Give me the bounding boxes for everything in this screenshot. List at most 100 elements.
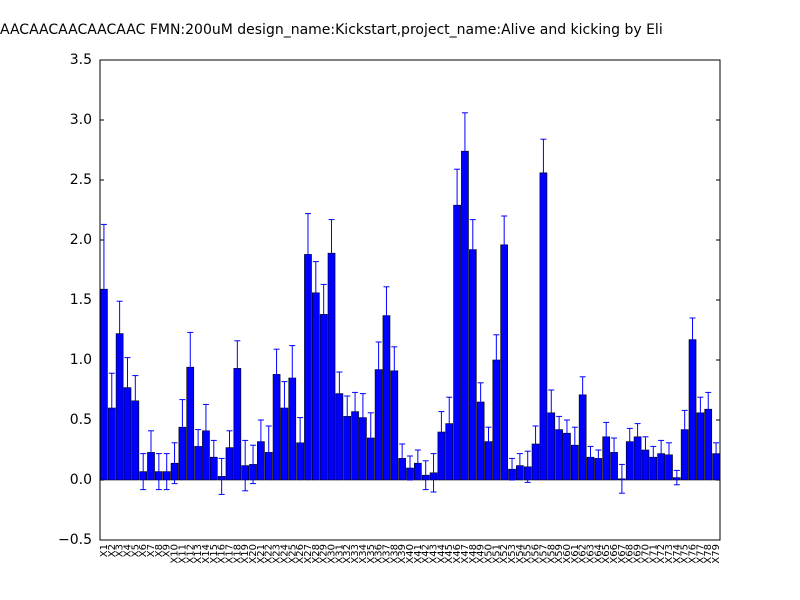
x-tick-label: X3: [115, 544, 126, 557]
x-tick-label: X74: [672, 544, 683, 564]
x-tick-label: X57: [538, 544, 549, 564]
bar: [461, 150, 469, 481]
error-bar: [618, 463, 625, 494]
bar: [500, 244, 509, 481]
error-bar: [375, 341, 382, 398]
error-bar: [540, 138, 547, 207]
x-tick-label: X11: [177, 544, 188, 564]
x-tick-label: X54: [515, 544, 526, 564]
error-bar: [242, 439, 249, 492]
x-tick-label: X66: [609, 544, 620, 564]
x-tick-label: X49: [476, 544, 487, 564]
error-bar: [391, 346, 398, 396]
y-tick-label: 2.5: [70, 172, 92, 188]
x-tick-label: X38: [389, 544, 400, 564]
x-tick-label: X51: [491, 544, 502, 564]
x-tick-label: X21: [256, 544, 267, 564]
x-tick-label: X32: [342, 544, 353, 564]
x-tick-label: X35: [366, 544, 377, 564]
x-tick-label: X58: [546, 544, 557, 564]
error-bar: [501, 215, 508, 275]
x-tick-label: X15: [209, 544, 220, 564]
error-bar: [297, 417, 304, 469]
x-tick-label: X14: [201, 544, 212, 564]
x-tick-label: X60: [562, 544, 573, 564]
x-tick-label: X48: [468, 544, 479, 564]
x-tick-label: X72: [656, 544, 667, 564]
error-bar: [532, 425, 539, 463]
x-tick-label: X17: [224, 544, 235, 564]
error-bar: [163, 453, 170, 491]
x-tick-label: X34: [358, 544, 369, 564]
x-tick-label: X2: [107, 544, 118, 557]
x-tick-label: X75: [680, 544, 691, 564]
error-bar: [202, 403, 209, 458]
y-tick-label: 3.0: [70, 112, 92, 128]
x-tick-label: X61: [570, 544, 581, 564]
x-tick-label: X73: [664, 544, 675, 564]
error-bar: [289, 345, 296, 411]
x-tick-label: X16: [217, 544, 228, 564]
error-bar: [234, 340, 241, 397]
x-tick-label: X77: [695, 544, 706, 564]
error-bar: [689, 317, 696, 362]
error-bar: [461, 112, 468, 191]
error-bar: [430, 453, 437, 493]
x-tick-label: X28: [311, 544, 322, 564]
error-bar: [140, 453, 147, 491]
x-tick-label: X55: [523, 544, 534, 564]
x-tick-label: X78: [703, 544, 714, 564]
bar: [539, 172, 548, 481]
y-tick-label: 2.0: [70, 232, 92, 248]
error-bar: [312, 261, 319, 325]
error-bar: [124, 357, 131, 419]
error-bar: [469, 219, 476, 281]
x-tick-label: X63: [586, 544, 597, 564]
x-tick-label: X20: [248, 544, 259, 564]
x-tick-label: X46: [452, 544, 463, 564]
x-tick-label: X24: [279, 544, 290, 564]
x-tick-label: X43: [429, 544, 440, 564]
error-bar: [336, 371, 343, 416]
x-tick-label: X62: [578, 544, 589, 564]
x-tick-label: X56: [531, 544, 542, 564]
error-bar: [681, 409, 688, 450]
x-tick-label: X25: [287, 544, 298, 564]
error-bar: [414, 449, 421, 477]
x-tick-label: X79: [711, 544, 722, 564]
x-tick-label: X45: [444, 544, 455, 564]
error-bar: [485, 426, 492, 457]
x-tick-label: X19: [240, 544, 251, 564]
x-tick-label: X67: [617, 544, 628, 564]
error-bar: [438, 411, 445, 453]
chart-title: AACAACAACAACAAC FMN:200uM design_name:Ki…: [0, 22, 663, 38]
error-bar: [548, 389, 555, 437]
error-bar: [187, 331, 194, 403]
error-bar: [603, 421, 610, 452]
error-bar: [304, 213, 311, 296]
x-tick-label: X64: [593, 544, 604, 564]
error-bar: [626, 427, 633, 456]
x-tick-label: X18: [232, 544, 243, 564]
error-bar: [359, 393, 366, 443]
x-tick-label: X42: [421, 544, 432, 564]
error-bar: [446, 396, 453, 451]
error-bar: [571, 426, 578, 464]
x-tick-label: X65: [601, 544, 612, 564]
x-tick-label: X23: [272, 544, 283, 564]
x-tick-label: X76: [688, 544, 699, 564]
error-bar: [132, 375, 139, 427]
y-tick-label: 1.0: [70, 352, 92, 368]
error-bar: [713, 442, 720, 465]
error-bar: [493, 334, 500, 386]
error-bar: [611, 437, 618, 468]
error-bar: [273, 348, 280, 401]
x-tick-label: X70: [640, 544, 651, 564]
x-tick-label: X5: [130, 544, 141, 557]
error-bar: [218, 457, 225, 495]
error-bar: [100, 223, 107, 355]
error-bar: [108, 372, 115, 444]
x-tick-label: X33: [350, 544, 361, 564]
error-bar: [587, 445, 594, 469]
